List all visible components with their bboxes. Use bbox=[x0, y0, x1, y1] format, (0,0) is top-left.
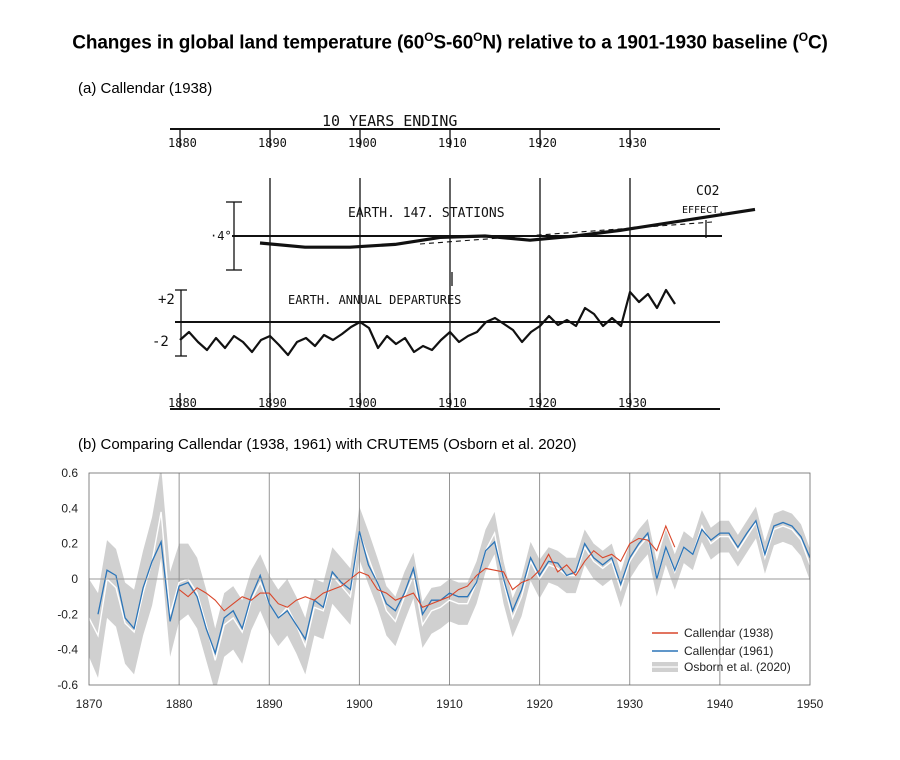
panel-a-label: (a) Callendar (1938) bbox=[78, 80, 213, 97]
panel-a-bottom-label-1890: 1890 bbox=[258, 396, 287, 410]
x-tick-label: 1870 bbox=[76, 697, 103, 711]
panel-a-top-label-1880: 1880 bbox=[168, 136, 197, 150]
x-tick-label: 1930 bbox=[616, 697, 643, 711]
panel-a-top-label-1920: 1920 bbox=[528, 136, 557, 150]
panel-a-plus-label: +2 bbox=[158, 292, 175, 308]
y-tick-label: 0 bbox=[71, 572, 78, 586]
page-title: Changes in global land temperature (60OS… bbox=[72, 30, 828, 54]
panel-a-co2-label: CO2 bbox=[696, 184, 719, 199]
callendar-1938-line bbox=[178, 524, 676, 612]
y-tick-label: -0.6 bbox=[57, 678, 78, 692]
panel-a-co2-trend-dashed bbox=[419, 221, 713, 245]
x-tick-label: 1900 bbox=[346, 697, 373, 711]
y-tick-label: 0.6 bbox=[61, 466, 78, 480]
x-tick-label: 1940 bbox=[707, 697, 734, 711]
panel-a-top-label-1910: 1910 bbox=[438, 136, 467, 150]
panel-a-curve-annual-departures bbox=[179, 288, 676, 357]
panel-a-curve-147-stations bbox=[259, 207, 756, 249]
legend: Callendar (1938) Callendar (1961) Osborn e… bbox=[652, 626, 791, 674]
panel-a-header: 10 YEARS ENDING bbox=[322, 112, 457, 130]
panel-a-top-label-1900: 1900 bbox=[348, 136, 377, 150]
legend-label: Callendar (1961) bbox=[684, 644, 773, 658]
legend-label: Callendar (1938) bbox=[684, 626, 773, 640]
panel-a-bottom-label-1880: 1880 bbox=[168, 396, 197, 410]
panel-b-label: (b) Comparing Callendar (1938, 1961) wit… bbox=[78, 436, 577, 453]
panel-a-chart: 1880 1890 1900 1910 1920 1930 1880 1890 1900 191… bbox=[152, 112, 756, 410]
panel-a-minus-label: -2 bbox=[152, 334, 169, 350]
panel-a-top-label-1930: 1930 bbox=[618, 136, 647, 150]
x-tick-label: 1920 bbox=[526, 697, 553, 711]
panel-a-bottom-label-1920: 1920 bbox=[528, 396, 557, 410]
x-tick-label: 1950 bbox=[797, 697, 824, 711]
plot-frame bbox=[88, 472, 811, 686]
panel-a-curve2-label: EARTH. ANNUAL DEPARTURES bbox=[288, 293, 461, 307]
y-tick-label: 0.4 bbox=[61, 501, 78, 515]
callendar-1961-line bbox=[97, 519, 810, 656]
x-tick-label: 1910 bbox=[436, 697, 463, 711]
x-tick-label: 1890 bbox=[256, 697, 283, 711]
panel-a-top-label-1890: 1890 bbox=[258, 136, 287, 150]
legend-label: Osborn et al. (2020) bbox=[684, 660, 791, 674]
y-tick-label: -0.2 bbox=[57, 607, 78, 621]
panel-a-curve1-label: EARTH. 147. STATIONS bbox=[348, 206, 505, 221]
y-tick-label: 0.2 bbox=[61, 537, 78, 551]
y-tick-label: -0.4 bbox=[57, 643, 78, 657]
panel-a-bottom-label-1900: 1900 bbox=[348, 396, 377, 410]
panel-a-bottom-label-1930: 1930 bbox=[618, 396, 647, 410]
panel-a-effect-label: EFFECT. bbox=[682, 205, 724, 216]
x-tick-label: 1880 bbox=[166, 697, 193, 711]
panel-a-scale-label: ·4° bbox=[210, 229, 232, 243]
panel-a-bottom-label-1910: 1910 bbox=[438, 396, 467, 410]
